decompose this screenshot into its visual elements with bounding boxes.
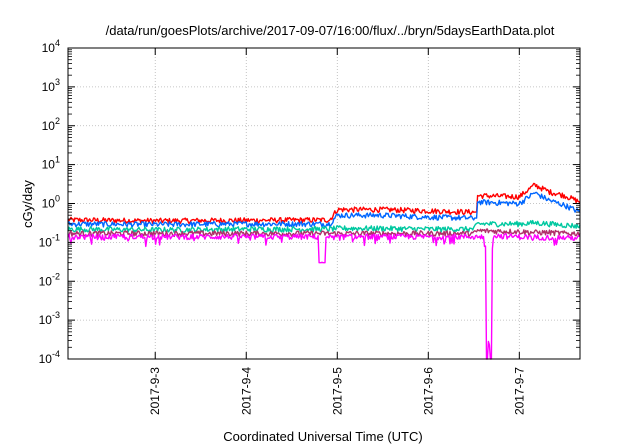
series-group bbox=[67, 182, 581, 360]
chart-title: /data/run/goesPlots/archive/2017-09-07/1… bbox=[106, 23, 555, 38]
y-tick-exponent: -2 bbox=[52, 271, 60, 281]
y-tick-label: 10-2 bbox=[39, 271, 60, 288]
y-tick-exponent: -1 bbox=[52, 232, 60, 242]
tick-marks bbox=[68, 47, 580, 360]
y-tick-exponent: 1 bbox=[55, 155, 60, 165]
y-tick-exponent: 4 bbox=[55, 38, 60, 48]
y-tick-label: 101 bbox=[42, 155, 60, 172]
y-tick-base: 10 bbox=[42, 80, 56, 94]
x-tick-label: 2017-9-7 bbox=[512, 367, 526, 415]
x-tick-label: 2017-9-6 bbox=[421, 367, 435, 415]
x-tick-label: 2017-9-3 bbox=[148, 367, 162, 415]
x-tick-label: 2017-9-4 bbox=[239, 367, 253, 415]
y-tick-base: 10 bbox=[39, 352, 53, 366]
y-tick-label: 10-3 bbox=[39, 310, 60, 327]
y-tick-exponent: -3 bbox=[52, 310, 60, 320]
series-line-2 bbox=[67, 191, 581, 228]
y-tick-base: 10 bbox=[42, 197, 56, 211]
series-line-5 bbox=[67, 233, 581, 360]
x-tick-labels: 2017-9-3 2017-9-4 2017-9-5 2017-9-6 2017-9-7 bbox=[148, 367, 526, 415]
y-tick-exponent: 2 bbox=[55, 116, 60, 126]
y-tick-base: 10 bbox=[42, 119, 56, 133]
y-tick-base: 10 bbox=[39, 313, 53, 327]
x-tick-label: 2017-9-5 bbox=[330, 367, 344, 415]
y-tick-label: 10-1 bbox=[39, 232, 60, 249]
y-tick-label: 10-4 bbox=[39, 349, 60, 366]
series-line-3 bbox=[67, 219, 581, 234]
series-line-1 bbox=[67, 182, 581, 225]
y-tick-base: 10 bbox=[42, 158, 56, 172]
y-tick-label: 102 bbox=[42, 116, 60, 133]
y-tick-base: 10 bbox=[39, 235, 53, 249]
series-line-4 bbox=[67, 228, 581, 238]
y-tick-label: 104 bbox=[42, 38, 60, 55]
y-tick-exponent: 0 bbox=[55, 194, 60, 204]
y-axis-label: cGy/day bbox=[20, 180, 35, 228]
y-tick-exponent: 3 bbox=[55, 77, 60, 87]
y-tick-base: 10 bbox=[42, 41, 56, 55]
y-tick-label: 103 bbox=[42, 77, 60, 94]
grid-lines bbox=[68, 48, 580, 359]
y-tick-exponent: -4 bbox=[52, 349, 60, 359]
x-axis-label: Coordinated Universal Time (UTC) bbox=[223, 429, 422, 444]
y-tick-label: 100 bbox=[42, 194, 60, 211]
y-tick-base: 10 bbox=[39, 274, 53, 288]
